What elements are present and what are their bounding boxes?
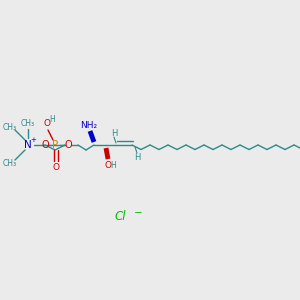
Text: H: H [49, 115, 55, 124]
Text: O: O [44, 119, 50, 128]
Text: O: O [64, 140, 72, 150]
Text: H: H [134, 152, 140, 161]
Text: +: + [30, 137, 36, 143]
Text: CH₃: CH₃ [21, 118, 35, 127]
Text: Cl: Cl [114, 209, 126, 223]
Text: O: O [52, 163, 59, 172]
Text: O: O [104, 161, 112, 170]
Text: NH₂: NH₂ [80, 121, 98, 130]
Text: CH₃: CH₃ [3, 122, 17, 131]
Text: CH₃: CH₃ [3, 158, 17, 167]
Text: N: N [24, 140, 32, 150]
Text: −: − [134, 208, 142, 218]
Text: O: O [41, 140, 49, 150]
Text: H: H [111, 128, 117, 137]
Text: P: P [52, 140, 58, 150]
Text: H: H [110, 161, 116, 170]
